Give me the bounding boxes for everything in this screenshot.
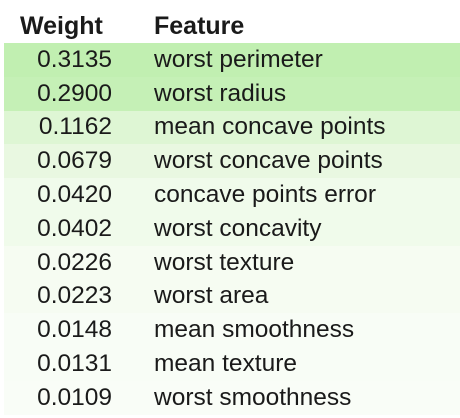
- weight-cell: 0.0226: [37, 248, 112, 276]
- table-row: 0.0131 mean texture: [4, 347, 460, 381]
- feature-cell: mean texture: [154, 350, 297, 378]
- feature-weights-table: Weight Feature 0.3135 worst perimeter 0.29…: [4, 10, 460, 415]
- table-row: 0.0148 mean smoothness: [4, 313, 460, 348]
- feature-column-header: Feature: [154, 12, 245, 40]
- table-row: 0.0402 worst concavity: [4, 211, 460, 246]
- weight-cell: 0.2900: [37, 79, 112, 107]
- weight-cell: 0.0109: [37, 383, 112, 411]
- feature-cell: worst perimeter: [154, 45, 323, 73]
- feature-cell: worst area: [154, 282, 269, 310]
- table-row: 0.0679 worst concave points: [4, 144, 460, 179]
- weight-cell: 0.0420: [37, 181, 112, 209]
- feature-cell: mean smoothness: [154, 316, 355, 344]
- weight-cell: 0.0131: [37, 350, 112, 378]
- table-row: 0.3135 worst perimeter: [4, 43, 460, 77]
- table-header: Weight Feature: [4, 10, 460, 43]
- table-row: 0.0420 concave points error: [4, 178, 460, 212]
- table-row: 0.0226 worst texture: [4, 245, 460, 280]
- feature-cell: worst texture: [154, 248, 295, 276]
- table-body: 0.3135 worst perimeter 0.2900 worst radius 0…: [4, 43, 460, 415]
- weight-column-header: Weight: [20, 12, 103, 40]
- weight-cell: 0.0148: [37, 316, 112, 344]
- weight-cell: 0.0679: [37, 147, 112, 175]
- weight-cell: 0.0402: [37, 214, 112, 242]
- weight-cell: 0.0223: [37, 282, 112, 310]
- table-row: 0.0223 worst area: [4, 279, 460, 314]
- table-row: 0.2900 worst radius: [4, 76, 460, 111]
- weight-cell: 0.1162: [38, 113, 112, 141]
- table-row: 0.0109 worst smoothness: [4, 380, 460, 415]
- weight-cell: 0.3135: [37, 45, 112, 73]
- feature-cell: worst radius: [154, 79, 287, 107]
- table-row: 0.1162 mean concave points: [4, 110, 460, 145]
- feature-cell: worst concave points: [154, 147, 383, 175]
- feature-cell: worst concavity: [154, 214, 322, 242]
- feature-cell: mean concave points: [154, 113, 386, 141]
- feature-cell: worst smoothness: [154, 383, 352, 411]
- feature-cell: concave points error: [154, 181, 376, 209]
